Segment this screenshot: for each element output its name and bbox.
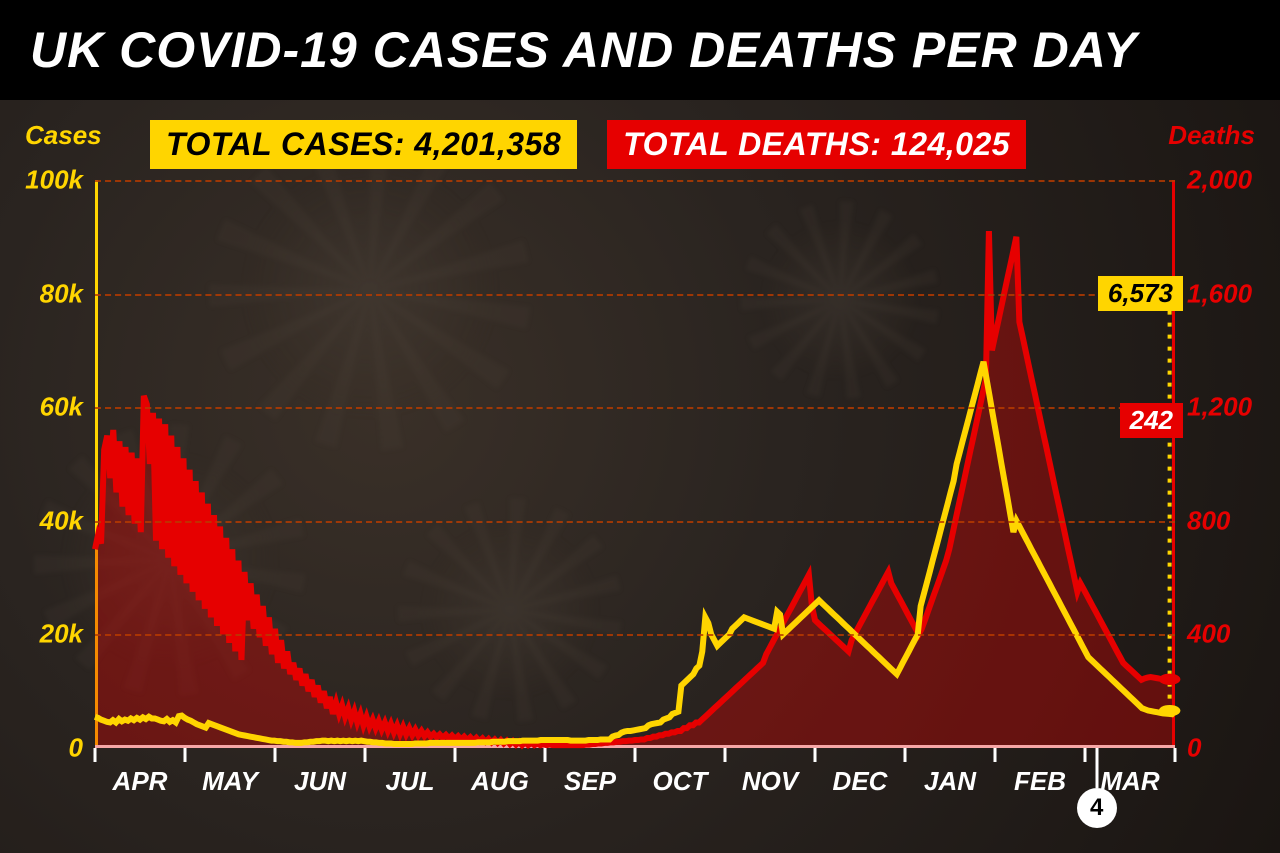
x-tick-mark: [634, 748, 637, 762]
x-tick-month: MAY: [202, 748, 258, 797]
x-tick-mark: [1084, 748, 1087, 762]
chart-title: UK COVID-19 CASES AND DEATHS PER DAY: [30, 21, 1137, 79]
x-tick-month: SEP: [564, 748, 616, 797]
grid-line-right: [95, 407, 1175, 409]
y-tick-left: 0: [69, 733, 95, 764]
y-tick-left: 60k: [40, 392, 95, 423]
x-tick-month: JAN: [924, 748, 976, 797]
grid-line-right: [95, 294, 1175, 296]
right-axis-title: Deaths: [1168, 120, 1255, 151]
chart-svg: [95, 180, 1175, 748]
y-tick-left: 80k: [40, 278, 95, 309]
x-tick-month: MAR: [1100, 748, 1159, 797]
x-tick-month: JUN: [294, 748, 346, 797]
y-tick-right: 0: [1175, 733, 1201, 764]
y-tick-right: 1,200: [1175, 392, 1252, 423]
x-tick-mark: [184, 748, 187, 762]
y-tick-right: 400: [1175, 619, 1230, 650]
date-marker: 4: [1077, 788, 1117, 828]
cases-end-dot: [1159, 705, 1181, 716]
chart-container: Cases Deaths TOTAL CASES: 4,201,358 TOTA…: [0, 100, 1280, 853]
y-tick-left: 100k: [25, 165, 95, 196]
deaths-area: [95, 231, 1175, 748]
x-tick-mark: [274, 748, 277, 762]
x-tick-mark: [814, 748, 817, 762]
grid-line-right: [95, 634, 1175, 636]
x-tick-month: OCT: [653, 748, 708, 797]
x-tick-month: DEC: [833, 748, 888, 797]
x-tick-mark: [994, 748, 997, 762]
grid-line-right: [95, 180, 1175, 182]
x-tick-month: FEB: [1014, 748, 1066, 797]
total-cases-badge: TOTAL CASES: 4,201,358: [150, 120, 577, 169]
y-tick-right: 1,600: [1175, 278, 1252, 309]
cases-callout: 6,573: [1098, 276, 1183, 311]
x-tick-mark: [904, 748, 907, 762]
x-tick-mark: [544, 748, 547, 762]
x-tick-mark: [454, 748, 457, 762]
title-bar: UK COVID-19 CASES AND DEATHS PER DAY: [0, 0, 1280, 100]
y-tick-right: 2,000: [1175, 165, 1252, 196]
deaths-callout: 242: [1120, 403, 1183, 438]
y-tick-left: 20k: [40, 619, 95, 650]
x-tick-month: NOV: [742, 748, 798, 797]
y-tick-left: 40k: [40, 505, 95, 536]
grid-line-right: [95, 521, 1175, 523]
x-tick-month: JUL: [385, 748, 434, 797]
x-tick-mark: [94, 748, 97, 762]
date-marker-line: [1095, 748, 1098, 788]
plot-area: 020k40k60k80k100k04008001,2001,6002,000A…: [95, 180, 1175, 748]
x-tick-mark: [1174, 748, 1177, 762]
x-tick-month: AUG: [471, 748, 529, 797]
deaths-end-dot: [1159, 674, 1181, 685]
x-tick-mark: [724, 748, 727, 762]
left-axis-title: Cases: [25, 120, 102, 151]
x-tick-mark: [364, 748, 367, 762]
total-deaths-badge: TOTAL DEATHS: 124,025: [607, 120, 1026, 169]
totals-row: TOTAL CASES: 4,201,358 TOTAL DEATHS: 124…: [150, 120, 1026, 169]
x-tick-month: APR: [113, 748, 168, 797]
y-tick-right: 800: [1175, 505, 1230, 536]
